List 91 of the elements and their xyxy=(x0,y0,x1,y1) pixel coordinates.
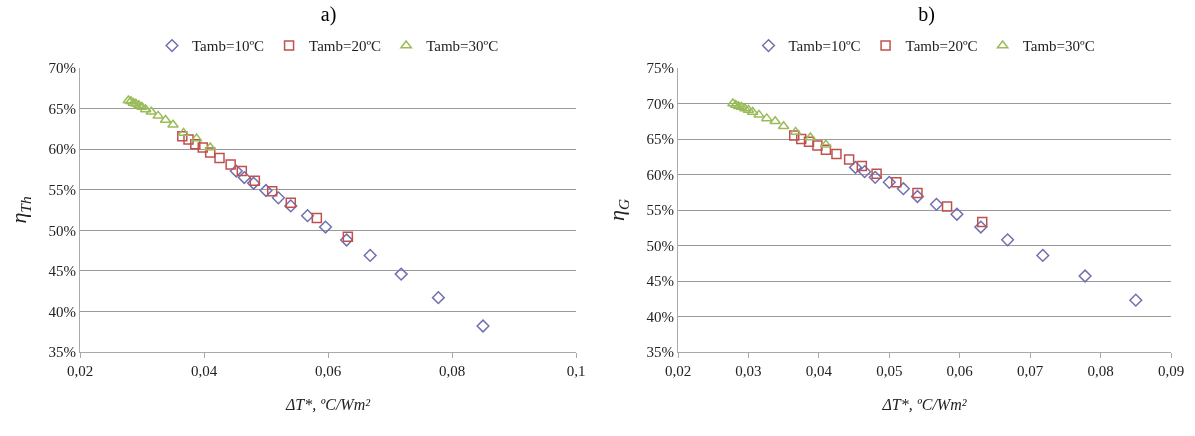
point xyxy=(1128,293,1142,307)
point xyxy=(136,101,148,110)
point xyxy=(284,199,298,213)
chart-title: a) xyxy=(320,2,337,26)
x-tick-label: 0,03 xyxy=(734,363,762,379)
point xyxy=(746,106,759,116)
y-tick-label: 75% xyxy=(646,60,674,77)
point xyxy=(167,119,179,128)
legend-label: Tamb=10ºC xyxy=(192,38,265,55)
y-tick-label: 70% xyxy=(48,60,76,77)
point xyxy=(300,209,315,223)
x-tick-label: 0,08 xyxy=(438,363,466,379)
point xyxy=(266,186,278,197)
point xyxy=(973,220,987,234)
point xyxy=(949,207,963,221)
y-tick-label: 45% xyxy=(646,273,674,290)
point xyxy=(896,182,910,196)
point xyxy=(1035,248,1049,263)
point xyxy=(236,165,248,177)
point xyxy=(214,152,225,164)
x-axis-title: ΔT*, ºC/Wm² xyxy=(284,396,372,413)
x-tick-label: 0,02 xyxy=(66,363,94,379)
point xyxy=(271,191,285,205)
legend-label: Tamb=20ºC xyxy=(905,38,978,55)
chart-title: b) xyxy=(917,2,935,26)
point xyxy=(237,170,251,185)
y-tick-label: 55% xyxy=(646,202,674,219)
y-tick-label: 35% xyxy=(48,344,76,361)
point xyxy=(394,267,408,281)
point xyxy=(229,164,243,178)
point xyxy=(843,154,854,165)
point xyxy=(868,170,882,184)
x-tick-label: 0,04 xyxy=(805,363,832,379)
x-tick-label: 0,07 xyxy=(1016,363,1044,379)
point xyxy=(285,197,297,208)
point xyxy=(431,291,445,305)
point xyxy=(340,233,354,247)
point xyxy=(795,133,806,145)
x-tick-label: 0,04 xyxy=(190,363,218,379)
y-tick-label: 60% xyxy=(646,166,674,183)
y-tick-label: 50% xyxy=(48,222,76,239)
x-tick-label: 0,02 xyxy=(664,363,691,379)
point xyxy=(856,160,867,172)
point xyxy=(910,189,924,204)
legend-label: Tamb=30ºC xyxy=(1022,38,1095,55)
point xyxy=(803,136,814,148)
legend-label: Tamb=30ºC xyxy=(426,38,499,55)
x-axis-title: ΔT*, ºC/Wm² xyxy=(880,396,968,413)
y-tick-label: 60% xyxy=(48,141,76,158)
x-tick-label: 0,06 xyxy=(314,363,342,379)
point xyxy=(848,160,862,174)
point xyxy=(225,159,236,170)
y-tick-label: 35% xyxy=(646,344,674,361)
y-tick-label: 70% xyxy=(646,95,674,112)
point xyxy=(929,197,943,211)
x-tick-label: 0,08 xyxy=(1086,363,1114,379)
point xyxy=(177,130,188,142)
point xyxy=(830,148,842,160)
y-tick-label: 45% xyxy=(48,263,76,280)
point xyxy=(363,248,377,263)
point xyxy=(342,231,354,243)
point xyxy=(318,220,333,234)
point xyxy=(976,216,987,228)
point xyxy=(788,130,799,141)
y-tick-label: 65% xyxy=(48,100,76,117)
x-tick-label: 0,05 xyxy=(875,363,902,379)
x-tick-label: 0,1 xyxy=(566,363,586,379)
point xyxy=(259,183,273,198)
y-tick-label: 65% xyxy=(646,131,674,148)
point xyxy=(476,319,490,333)
point xyxy=(941,201,952,212)
point xyxy=(1077,269,1092,283)
legend-label: Tamb=20ºC xyxy=(309,38,382,55)
point xyxy=(197,142,209,153)
y-tick-label: 55% xyxy=(48,181,76,198)
point xyxy=(882,175,896,189)
point xyxy=(204,147,216,158)
point xyxy=(857,165,871,179)
point xyxy=(777,120,790,130)
point xyxy=(311,212,323,224)
y-tick-label: 50% xyxy=(646,237,674,254)
point xyxy=(820,144,831,155)
point xyxy=(870,168,882,180)
point xyxy=(890,177,902,188)
y-tick-label: 40% xyxy=(48,303,76,320)
point xyxy=(1000,233,1014,247)
point xyxy=(911,187,923,199)
x-tick-label: 0,09 xyxy=(1157,363,1184,379)
legend-label: Tamb=10ºC xyxy=(788,38,861,55)
y-tick-label: 40% xyxy=(646,308,674,325)
x-tick-label: 0,06 xyxy=(946,363,973,379)
